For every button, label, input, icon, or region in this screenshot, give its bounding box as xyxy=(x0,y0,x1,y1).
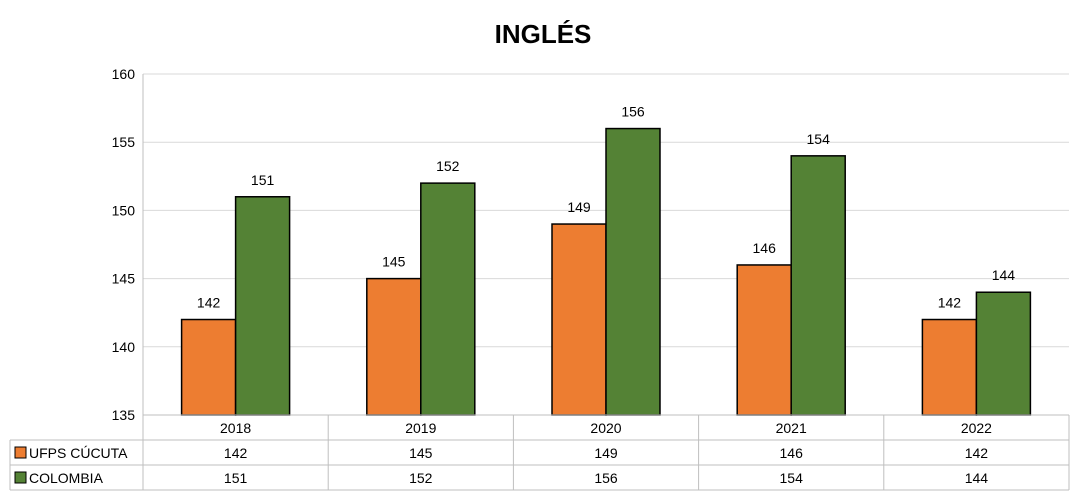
bar-ufps-2020 xyxy=(551,223,607,416)
y-tick-label: 150 xyxy=(112,202,136,218)
x-tick-label: 2018 xyxy=(220,420,251,436)
data-label: 142 xyxy=(938,295,962,311)
table-cell: 149 xyxy=(594,445,618,461)
y-tick-label: 160 xyxy=(112,66,136,82)
chart-title: INGLÉS xyxy=(495,19,592,49)
data-label: 152 xyxy=(436,158,460,174)
bar-ufps-2018 xyxy=(180,318,237,416)
y-tick-label: 140 xyxy=(112,339,136,355)
data-label: 151 xyxy=(251,172,275,188)
bar-colombia-2018 xyxy=(234,196,291,416)
bar-colombia-2022 xyxy=(975,291,1032,416)
bar-ufps-2022 xyxy=(921,318,978,416)
table-cell: 142 xyxy=(224,445,248,461)
x-tick-label: 2021 xyxy=(776,420,807,436)
bar-colombia-2020 xyxy=(605,127,661,416)
bar-colombia-2021 xyxy=(790,155,846,416)
data-label: 144 xyxy=(992,267,1016,283)
data-labels: 142 151 145 152 149 156 146 154 142 144 xyxy=(197,104,1015,311)
table-cell: 156 xyxy=(594,470,618,486)
data-label: 156 xyxy=(621,104,645,120)
bar-colombia-2019 xyxy=(420,182,476,416)
data-label: 154 xyxy=(807,131,831,147)
data-label: 145 xyxy=(382,254,406,270)
table-cell: 146 xyxy=(780,445,804,461)
x-tick-label: 2019 xyxy=(405,420,436,436)
bar-ufps-2019 xyxy=(366,277,422,416)
data-table: 2018 2019 2020 2021 2022 UFPS CÚCUTA 142 145 149… xyxy=(9,414,1070,491)
y-tick-label: 135 xyxy=(112,407,136,423)
bars xyxy=(180,127,1032,416)
table-cell: 145 xyxy=(409,445,433,461)
y-tick-label: 155 xyxy=(112,134,136,150)
legend-key-colombia xyxy=(14,471,27,484)
table-cell: 152 xyxy=(409,470,433,486)
data-label: 146 xyxy=(753,240,777,256)
x-tick-label: 2020 xyxy=(590,420,621,436)
y-tick-label: 145 xyxy=(112,271,136,287)
data-label: 149 xyxy=(567,199,591,215)
x-tick-label: 2022 xyxy=(961,420,992,436)
table-cell: 151 xyxy=(224,470,248,486)
legend-label: COLOMBIA xyxy=(29,470,104,486)
data-label: 142 xyxy=(197,295,221,311)
y-axis: 135 140 145 150 155 160 xyxy=(112,66,144,423)
bar-ufps-2021 xyxy=(736,264,792,416)
table-cell: 154 xyxy=(780,470,804,486)
table-cell: 142 xyxy=(965,445,989,461)
legend-label: UFPS CÚCUTA xyxy=(29,445,128,461)
legend-key-ufps xyxy=(14,446,27,459)
table-cell: 144 xyxy=(965,470,989,486)
